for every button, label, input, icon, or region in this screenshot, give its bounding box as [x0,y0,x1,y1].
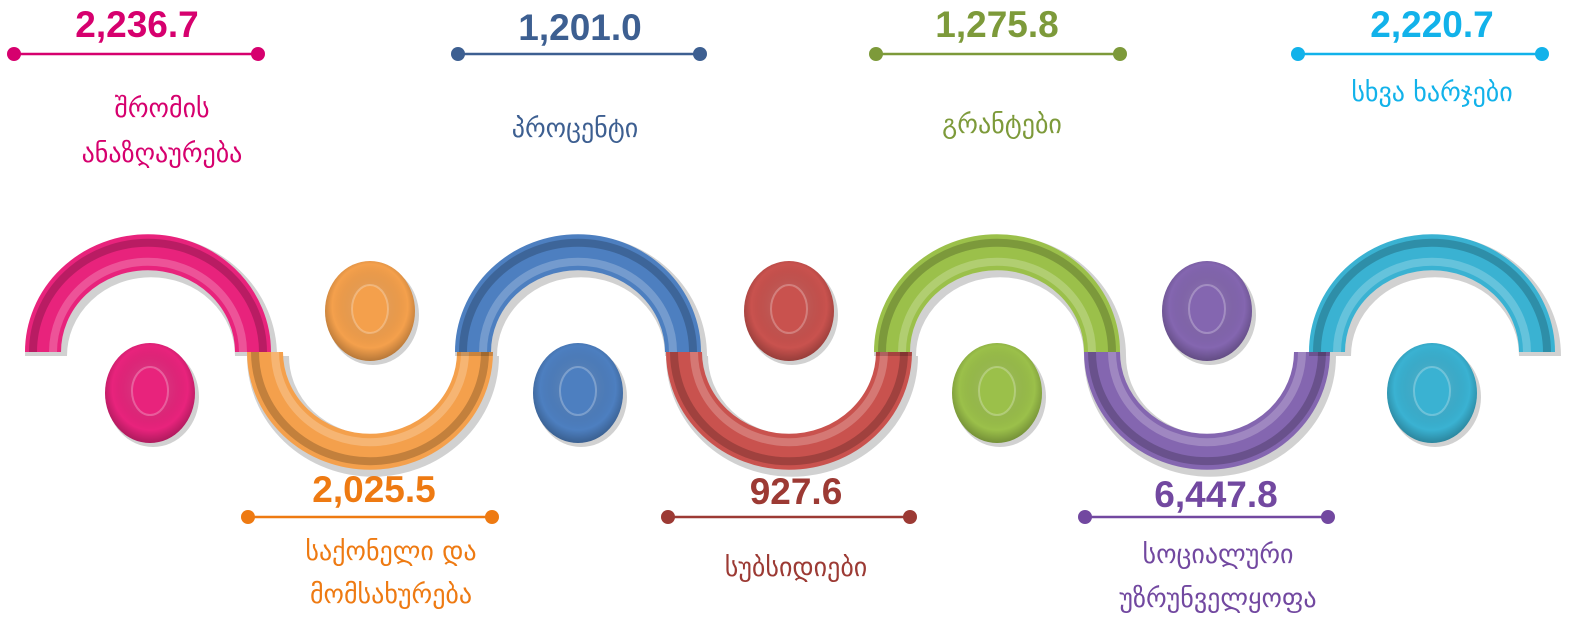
wave-arcs [25,234,1561,477]
callout-value: 2,025.5 [312,469,435,510]
connector-dot [241,510,255,524]
callout-cyan: 2,220.7 სხვა ხარჯები [1291,4,1549,108]
callout-value: 6,447.8 [1154,474,1277,515]
connector-dot [1291,47,1305,61]
callout-label: მომსახურება [310,580,472,610]
connector-dot [661,510,675,524]
arc-segment-blue [455,234,707,357]
callout-label: უზრუნველყოფა [1119,584,1316,614]
callout-value: 1,201.0 [518,7,641,48]
wave-discs [105,261,1481,447]
connector-dot [485,510,499,524]
connector-dot [903,510,917,524]
disc-green [952,343,1046,447]
disc-orange [325,261,419,365]
connector-dot [1078,510,1092,524]
arc-segment-cyan [1309,234,1561,357]
disc-blue [533,343,627,447]
callout-value: 1,275.8 [935,4,1058,45]
connector-dot [1113,47,1127,61]
disc-purple [1162,261,1256,365]
arc-segment-red [666,351,918,477]
callout-label: სხვა ხარჯები [1351,78,1512,108]
disc-red [744,261,838,365]
disc-pink [105,343,199,447]
callout-blue: 1,201.0 პროცენტი [451,7,707,144]
callout-orange: 2,025.5 საქონელი და მომსახურება [241,469,499,610]
callout-label: პროცენტი [512,114,638,144]
callout-label: საქონელი და [305,537,476,567]
callout-label: შრომის [114,94,209,124]
disc-cyan [1387,343,1481,447]
connector-dot [251,47,265,61]
callout-green: 1,275.8 გრანტები [869,4,1127,140]
connector-dot [451,47,465,61]
arc-segment-orange [247,351,499,477]
connector-dot [693,47,707,61]
callout-label: სოციალური [1143,540,1294,570]
connector-dot [7,47,21,61]
callout-value: 2,220.7 [1370,4,1493,45]
callouts: 2,236.7 შრომის ანაზღაურება 2,025.5 საქონელი … [7,4,1549,614]
callout-pink: 2,236.7 შრომის ანაზღაურება [7,4,265,169]
callout-purple: 6,447.8 სოციალური უზრუნველყოფა [1078,474,1335,614]
callout-label: ანაზღაურება [82,139,243,169]
connector-dot [1321,510,1335,524]
arc-segment-green [874,234,1126,357]
arc-segment-purple [1084,351,1336,477]
callout-label: სუბსიდიები [725,553,868,583]
callout-value: 2,236.7 [75,4,198,45]
connector-dot [1535,47,1549,61]
connector-dot [869,47,883,61]
arc-segment-pink [25,234,277,357]
callout-value: 927.6 [750,471,843,512]
callout-label: გრანტები [942,110,1062,140]
callout-red: 927.6 სუბსიდიები [661,471,917,583]
